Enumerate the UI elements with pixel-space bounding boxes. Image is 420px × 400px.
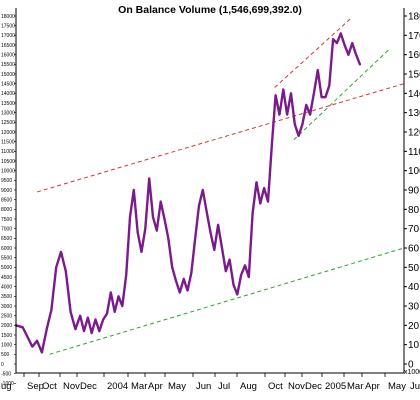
trendline-2: [49, 247, 405, 355]
x-axis-tick-label: Nov: [63, 381, 80, 392]
left-axis-tick-label: 13000: [1, 110, 15, 116]
series-layer: [14, 32, 362, 354]
right-axis-unit-label: x1000: [404, 369, 420, 376]
left-axis-tick-label: 16500: [1, 43, 15, 49]
left-axis-tick-label: 3500: [1, 294, 12, 300]
left-axis-tick-label: 10500: [1, 159, 15, 165]
right-axis-tick-label: 160: [408, 50, 420, 61]
left-axis-tick-label: 0: [1, 362, 4, 368]
left-axis-tick-label: 6500: [1, 236, 12, 242]
left-axis-tick-label: 6000: [1, 246, 12, 252]
left-axis-tick-label: 4500: [1, 275, 12, 281]
right-axis-tick-label: 0: [408, 360, 414, 371]
right-axis-tick-label: 140: [408, 89, 420, 100]
x-axis-tick-label: Jun: [196, 381, 211, 392]
left-axis-tick-label: -1000: [1, 381, 14, 387]
trendline-4: [293, 48, 390, 141]
left-axis-tick-label: 5000: [1, 265, 12, 271]
left-axis-tick-label: 9500: [1, 178, 12, 184]
left-axis-tick-label: 4000: [1, 284, 12, 290]
left-axis-tick-label: 17500: [1, 23, 15, 29]
left-axis-tick-label: -500: [1, 371, 11, 377]
x-axis-tick-label: May: [388, 381, 406, 392]
left-axis-tick-label: 2000: [1, 323, 12, 329]
left-axis-tick-label: 16000: [1, 52, 15, 58]
x-axis-tick-label: Dec: [80, 381, 97, 392]
right-axis-tick-label: 50: [408, 263, 420, 274]
right-axis-tick-label: 30: [408, 302, 420, 313]
left-axis-tick-label: 11500: [1, 139, 15, 145]
left-axis-tick-label: 10000: [1, 168, 15, 174]
right-axis-tick-label: 60: [408, 244, 420, 255]
left-axis-tick-label: 8500: [1, 197, 12, 203]
right-axis-tick-label: 130: [408, 108, 420, 119]
right-axis-tick-label: 40: [408, 282, 420, 293]
x-axis-tick-label: Mar: [131, 381, 147, 392]
x-axis-tick-label: Apr: [148, 381, 163, 392]
right-axis: 1801701601501401301201101009080706050403…: [404, 12, 420, 371]
trendlines: [36, 17, 405, 355]
chart-title: On Balance Volume (1,546,699,392.0): [118, 4, 302, 16]
left-axis-tick-label: 3000: [1, 304, 12, 310]
left-axis-tick-label: 14000: [1, 91, 15, 97]
left-axis-tick-label: 14500: [1, 81, 15, 87]
x-axis-tick-label: Mar: [347, 381, 363, 392]
right-axis-tick-label: 20: [408, 321, 420, 332]
x-axis-tick-label: 2005: [325, 381, 346, 392]
right-axis-tick-label: 180: [408, 12, 420, 23]
trendline-1: [36, 83, 405, 193]
x-axis-tick-label: Jun: [410, 381, 420, 392]
right-axis-tick-label: 110: [408, 147, 420, 158]
left-axis-tick-label: 1000: [1, 342, 12, 348]
x-axis-tick-label: Apr: [365, 381, 380, 392]
left-axis-tick-label: 18000: [1, 14, 15, 20]
trendline-3: [274, 17, 352, 88]
left-axis-tick-label: 17000: [1, 33, 15, 39]
right-axis-tick-label: 10: [408, 340, 420, 351]
left-axis-tick-label: 13500: [1, 101, 15, 107]
x-axis-tick-label: Oct: [268, 381, 283, 392]
x-axis-tick-label: Nov: [288, 381, 305, 392]
right-axis-tick-label: 150: [408, 70, 420, 81]
x-axis-tick-label: Dec: [305, 381, 322, 392]
left-axis-tick-label: 2500: [1, 313, 12, 319]
left-axis-tick-label: 500: [1, 352, 10, 358]
left-axis-tick-label: 7000: [1, 226, 12, 232]
left-axis-tick-label: 12500: [1, 120, 15, 126]
left-axis-tick-label: 7500: [1, 217, 12, 223]
right-axis-tick-label: 100: [408, 166, 420, 177]
x-axis-tick-label: Aug: [240, 381, 257, 392]
right-axis-tick-label: 90: [408, 186, 420, 197]
x-axis-tick-label: May: [168, 381, 186, 392]
x-axis-tick-label: Sep: [27, 381, 44, 392]
left-axis-tick-label: 8000: [1, 207, 12, 213]
left-axis-tick-label: 11000: [1, 149, 15, 155]
left-axis-tick-label: 1500: [1, 333, 12, 339]
left-axis: 1800017500170001650016000155001500014500…: [1, 14, 16, 387]
left-axis-tick-label: 15500: [1, 62, 15, 68]
left-axis-tick-label: 5500: [1, 255, 12, 261]
x-axis-tick-label: Jul: [218, 381, 230, 392]
right-axis-tick-label: 120: [408, 128, 420, 139]
left-axis-tick-label: 9000: [1, 188, 12, 194]
right-axis-tick-label: 70: [408, 224, 420, 235]
x-axis-tick-label: ug: [1, 381, 12, 392]
left-axis-tick-label: 12000: [1, 130, 15, 136]
x-axis-tick-label: Oct: [42, 381, 57, 392]
left-axis-tick-label: 15000: [1, 72, 15, 78]
right-axis-tick-label: 170: [408, 31, 420, 42]
right-axis-tick-label: 80: [408, 205, 420, 216]
x-axis-tick-label: 2004: [107, 381, 128, 392]
